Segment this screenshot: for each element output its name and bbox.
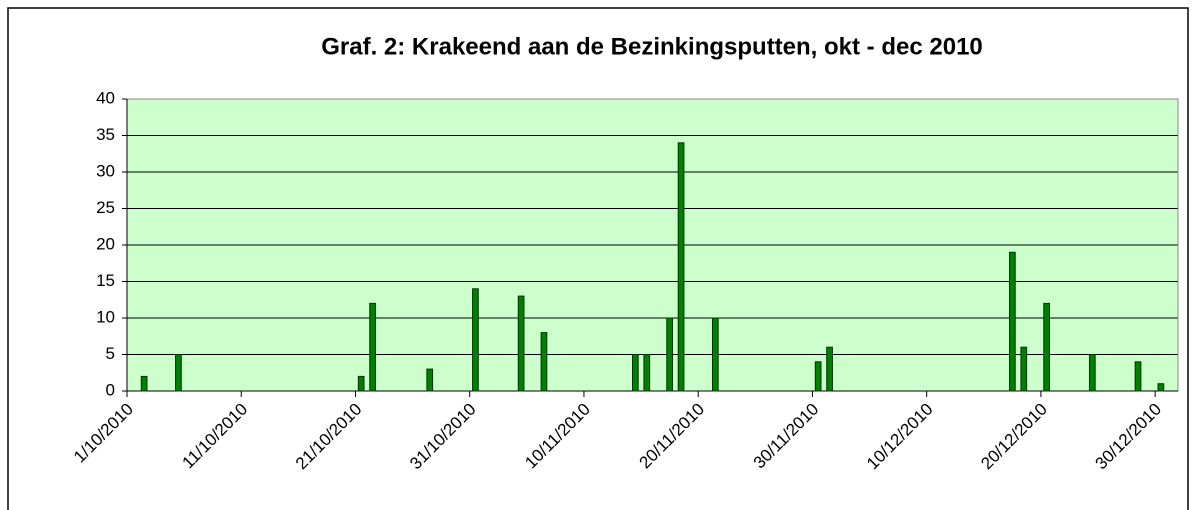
chart-title: Graf. 2: Krakeend aan de Bezinkingsputte… [321,33,983,60]
bar [826,346,833,392]
bar [540,332,548,392]
y-tick-label: 15 [96,271,115,290]
bar [643,354,651,392]
bar [140,375,148,392]
bar [1020,346,1028,392]
bar [369,302,376,392]
bar [357,375,365,392]
bar [517,295,525,392]
bar [666,317,673,392]
bar [472,288,479,392]
y-tick-label: 20 [96,234,115,253]
y-tick-label: 35 [96,125,115,144]
bar [1088,354,1096,392]
y-tick-label: 30 [96,161,115,180]
bar [1008,251,1016,392]
y-tick-label: 40 [96,88,115,107]
bar [426,368,434,392]
bar [814,361,822,392]
bar [677,142,685,392]
y-tick-label: 25 [96,198,115,217]
bar [632,354,639,392]
bar [175,354,182,392]
y-tick-label: 0 [106,380,115,399]
y-tick-label: 10 [96,307,115,326]
y-tick-label: 5 [106,344,115,363]
bar [711,317,719,392]
bar [1157,383,1165,392]
bar [1043,302,1050,392]
bar [1134,361,1142,392]
